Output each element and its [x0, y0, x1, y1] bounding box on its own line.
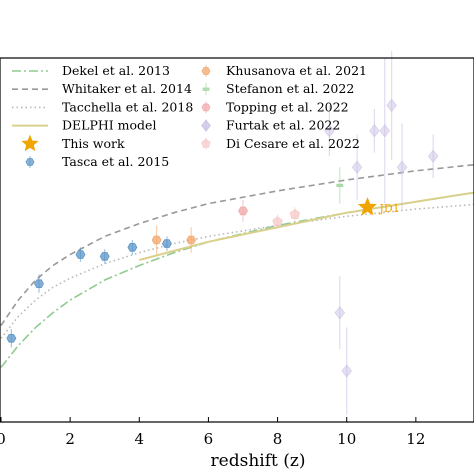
legend-marker	[201, 103, 211, 112]
data-point	[186, 235, 197, 245]
data-point	[161, 239, 172, 248]
legend-label: Furtak et al. 2022	[226, 118, 340, 133]
legend: Dekel et al. 2013 Whitaker et al. 2014 Tac…	[12, 63, 367, 169]
x-tick-label: 8	[273, 430, 283, 448]
data-point	[75, 250, 86, 259]
legend-label: This work	[62, 136, 125, 151]
plot-frame	[0, 57, 474, 423]
model-curve	[0, 163, 474, 326]
legend-marker	[201, 67, 211, 75]
point-label: JD1	[378, 202, 399, 215]
x-axis-ticks: 0 2 4 6 8 10 12	[0, 417, 425, 448]
x-tick-label: 12	[406, 430, 425, 448]
data-point	[351, 160, 363, 174]
data-point	[127, 242, 138, 252]
data-point	[379, 124, 391, 138]
legend-marker	[201, 138, 211, 148]
data-point	[427, 149, 439, 163]
data-point	[336, 183, 344, 187]
x-tick-label: 6	[204, 430, 214, 448]
observations: JD1	[6, 50, 439, 415]
data-point	[272, 216, 283, 227]
legend-marker	[25, 158, 35, 166]
x-tick-label: 10	[337, 430, 356, 448]
x-tick-label: 4	[135, 430, 145, 448]
data-point	[6, 333, 17, 343]
model-curve	[139, 191, 474, 261]
legend-label: Khusanova et al. 2021	[226, 63, 367, 78]
data-point	[34, 279, 44, 289]
data-point	[289, 209, 301, 220]
data-point	[99, 252, 110, 261]
legend-label: Whitaker et al. 2014	[62, 81, 192, 96]
legend-label: DELPHI model	[62, 118, 156, 133]
this-work-star-marker	[357, 197, 377, 216]
legend-label: Tasca et al. 2015	[62, 154, 169, 169]
legend-label: Tacchella et al. 2018	[62, 99, 193, 114]
data-point	[324, 124, 335, 138]
legend-marker	[201, 119, 211, 132]
data-point	[341, 364, 353, 378]
x-tick-label: 0	[0, 430, 6, 448]
legend-marker	[202, 87, 210, 91]
data-point	[238, 206, 248, 216]
legend-marker	[21, 134, 39, 152]
legend-label: Topping et al. 2022	[226, 99, 349, 114]
data-point	[386, 98, 397, 112]
x-tick-label: 2	[65, 430, 75, 448]
data-point	[151, 235, 162, 245]
model-curve	[0, 203, 474, 339]
x-axis-label: redshift (z)	[211, 451, 306, 471]
model-curve	[0, 191, 474, 368]
data-point	[369, 124, 380, 138]
legend-label: Stefanon et al. 2022	[226, 81, 354, 96]
legend-label: Di Cesare et al. 2022	[226, 136, 360, 151]
data-point	[396, 160, 408, 174]
model-curves	[0, 163, 474, 368]
legend-label: Dekel et al. 2013	[62, 63, 170, 78]
data-point	[334, 306, 346, 320]
